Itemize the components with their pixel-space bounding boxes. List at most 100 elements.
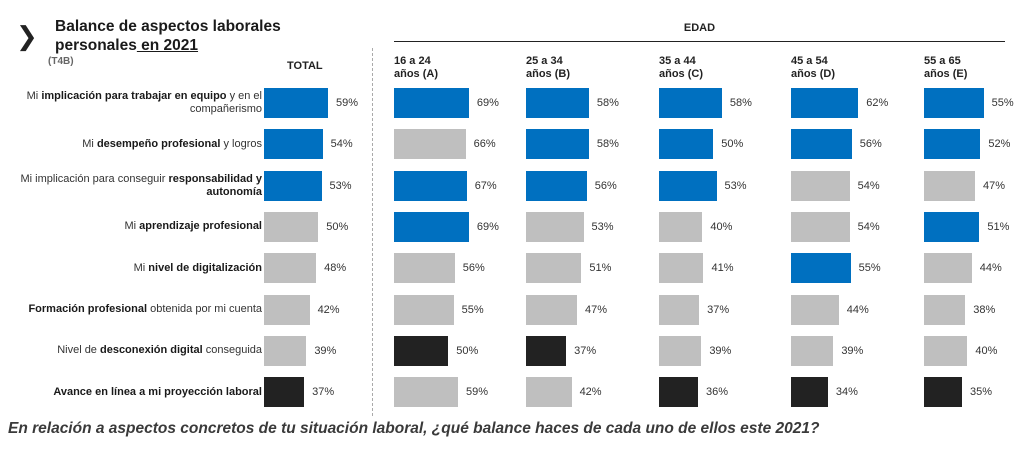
row-label-part: conseguida <box>202 344 262 357</box>
value-label: 48% <box>324 262 347 275</box>
value-label: 53% <box>329 179 352 192</box>
value-label: 54% <box>330 138 353 151</box>
bar <box>659 294 700 325</box>
group-header-edad: EDAD <box>683 22 716 34</box>
bar <box>659 377 699 408</box>
column-header-line1: TOTAL <box>287 60 323 72</box>
value-label: 37% <box>707 303 730 316</box>
bar <box>659 170 717 201</box>
question-footer: En relación a aspectos concretos de tu s… <box>8 420 820 437</box>
bar <box>264 294 310 325</box>
bar <box>526 170 587 201</box>
bar <box>264 129 323 160</box>
value-label: 39% <box>841 344 864 357</box>
row-label-part: aprendizaje profesional <box>139 220 262 233</box>
bar <box>394 253 455 284</box>
value-label: 44% <box>846 303 869 316</box>
title-line1: Balance de aspectos laborales <box>55 18 281 35</box>
chevron-right-icon: ❯ <box>16 22 38 52</box>
value-label: 37% <box>312 386 335 399</box>
value-label: 39% <box>314 344 337 357</box>
row-label: Mi implicación para trabajar en equipo y… <box>0 90 262 116</box>
bar <box>264 170 322 201</box>
bar <box>924 253 972 284</box>
bar <box>791 335 834 366</box>
value-label: 56% <box>462 262 485 275</box>
bar <box>394 335 449 366</box>
bar <box>394 88 469 118</box>
row-label: Avance en línea a mi proyección laboral <box>0 386 262 399</box>
bar <box>791 88 859 118</box>
row-label-part: obtenida por mi cuenta <box>147 303 262 315</box>
value-label: 37% <box>574 344 597 357</box>
row-label-part: nivel de digitalización <box>148 261 262 274</box>
row-label-part: Mi <box>133 261 149 274</box>
row-label: Mi aprendizaje profesional <box>0 220 262 233</box>
value-label: 42% <box>579 386 602 399</box>
bar <box>924 129 981 160</box>
bar <box>394 211 469 242</box>
value-label: 62% <box>866 97 889 109</box>
row-label-part: responsabilidad y autonomía <box>168 172 262 198</box>
bar <box>264 335 307 366</box>
row-label-part: Mi <box>124 220 140 233</box>
bar <box>791 294 839 325</box>
value-label: 55% <box>991 97 1014 109</box>
bar <box>659 335 702 366</box>
value-label: 55% <box>461 303 484 316</box>
title-year: en 2021 <box>136 37 199 54</box>
value-label: 66% <box>473 138 496 151</box>
column-header-line1: 16 a 24 <box>394 55 431 67</box>
bar <box>924 335 968 366</box>
bar <box>791 377 828 408</box>
value-label: 67% <box>474 179 497 192</box>
value-label: 47% <box>982 179 1006 192</box>
chart-title: Balance de aspectos laborales personales… <box>55 17 281 55</box>
value-label: 34% <box>835 386 858 399</box>
value-label: 59% <box>336 97 359 109</box>
column-header-line1: 35 a 44 <box>659 55 696 67</box>
value-label: 53% <box>591 220 614 233</box>
row-label-part: Mi <box>26 90 42 102</box>
bar <box>659 129 714 160</box>
bar <box>526 211 584 242</box>
value-label: 50% <box>721 138 744 151</box>
row-label-part: implicación para trabajar en equipo <box>41 90 227 102</box>
value-label: 69% <box>476 97 499 109</box>
value-label: 53% <box>724 179 747 192</box>
value-label: 59% <box>466 386 489 399</box>
value-label: 51% <box>987 220 1010 233</box>
value-label: 39% <box>709 344 732 357</box>
value-label: 50% <box>326 220 349 233</box>
column-header-line1: 45 a 54 <box>791 55 828 67</box>
row-label-part: y en el compañerismo <box>189 90 262 115</box>
value-label: 40% <box>710 220 733 233</box>
bar <box>526 335 567 366</box>
value-label: 40% <box>975 344 998 357</box>
value-label: 55% <box>858 262 881 275</box>
value-label: 69% <box>476 220 499 233</box>
column-header: 16 a 24 años (A) <box>394 55 438 81</box>
title-line2: personales <box>55 37 137 54</box>
bar <box>659 88 722 118</box>
bar <box>526 129 589 160</box>
row-label-part: Nivel de <box>57 344 100 357</box>
value-label: 58% <box>596 97 619 109</box>
value-label: 51% <box>589 262 612 275</box>
row-label-part: desempeño profesional <box>96 137 221 150</box>
row-label: Nivel de desconexión digital conseguida <box>0 344 262 357</box>
row-label: Mi implicación para conseguir responsabi… <box>0 173 262 199</box>
value-label: 56% <box>594 179 617 192</box>
group-header-rule <box>394 41 1005 42</box>
row-label-part: Avance en línea a mi proyección laboral <box>53 385 262 398</box>
row-label-part: Mi implicación para conseguir <box>20 172 169 185</box>
column-header-line2: años (B) <box>526 68 570 80</box>
column-header: 35 a 44 años (C) <box>659 55 703 81</box>
row-label: Mi desempeño profesional y logros <box>0 138 262 151</box>
bar <box>924 294 966 325</box>
column-header-line1: 55 a 65 <box>924 55 961 67</box>
column-divider <box>372 48 373 416</box>
column-header: 55 a 65 años (E) <box>924 55 967 81</box>
column-header-line2: años (D) <box>791 68 835 80</box>
bar <box>526 88 589 118</box>
